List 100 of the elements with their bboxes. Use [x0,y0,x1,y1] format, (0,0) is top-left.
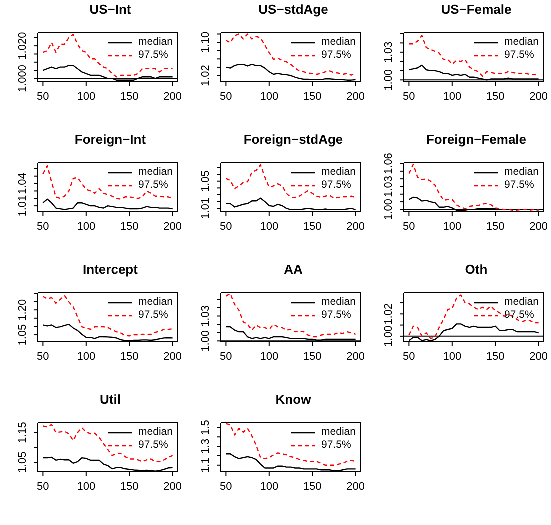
chart-title: AA [283,261,304,279]
y-tick-label: 1.03 [200,306,212,327]
x-tick-label: 50 [37,221,50,233]
x-tick-label: 200 [530,221,548,233]
x-tick-label: 50 [220,481,232,493]
y-tick-label: 1.02 [383,303,395,325]
legend-label: median [138,36,173,49]
x-tick-label: 50 [403,91,416,103]
x-tick-label: 200 [346,91,365,103]
x-tick-label: 50 [220,221,232,233]
y-tick-label: 1.3 [200,438,212,454]
x-tick-label: 100 [260,351,279,363]
x-tick-label: 50 [37,91,50,103]
x-tick-label: 50 [403,221,416,233]
y-tick-label: 1.01 [200,198,212,220]
y-tick-label: 1.15 [17,422,29,444]
x-tick-label: 200 [164,91,182,103]
legend-label: 97.5% [322,439,352,452]
x-tick-label: 150 [120,91,139,103]
x-tick-label: 100 [443,91,462,103]
y-tick-label: 1.05 [17,452,29,474]
y-tick-label: 1.04 [17,173,29,194]
legend-label: median [504,166,539,179]
x-tick-label: 150 [303,221,322,233]
legend-label: median [138,166,173,179]
y-tick-label: 1.00 [383,69,395,91]
legend-label: median [138,426,173,439]
y-tick-label: 1.01 [17,195,29,217]
legend-label: 97.5% [322,309,352,322]
x-tick-label: 100 [260,91,279,103]
legend-label: 97.5% [504,309,534,322]
legend-label: 97.5% [504,49,534,62]
x-tick-label: 200 [530,91,548,103]
chart-title: US−Int [88,1,132,19]
y-tick-label: 1.00 [383,326,395,348]
legend-label: 97.5% [138,309,168,322]
chart-title: Oth [464,261,489,279]
x-tick-label: 200 [346,481,365,493]
chart-title: Util [99,391,122,409]
chart-title: US−stdAge [258,1,330,19]
chart-title: Foreign−Int [74,131,148,149]
x-tick-label: 50 [37,481,50,493]
x-tick-label: 200 [164,221,182,233]
y-tick-label: 1.00 [383,198,395,220]
chart-title: Foreign−Female [425,131,528,149]
y-tick-label: 1.20 [17,299,29,321]
chart-title: Foreign−stdAge [242,131,344,149]
y-tick-label: 1.00 [200,330,212,352]
x-tick-label: 200 [346,351,365,363]
legend-label: 97.5% [504,179,534,192]
x-tick-label: 150 [303,481,322,493]
x-tick-label: 200 [346,221,365,233]
x-tick-label: 200 [164,351,182,363]
x-tick-label: 50 [37,351,50,363]
legend-label: median [504,36,539,49]
x-tick-label: 150 [120,351,139,363]
y-tick-label: 1.02 [200,65,212,86]
x-tick-label: 50 [220,91,232,103]
x-tick-label: 50 [403,351,416,363]
chart-title: Know [274,391,312,409]
legend-label: 97.5% [138,49,168,62]
x-tick-label: 150 [120,221,139,233]
x-tick-label: 100 [77,91,96,103]
x-tick-label: 50 [220,351,232,363]
x-tick-label: 100 [443,221,462,233]
x-tick-label: 200 [530,351,548,363]
y-tick-label: 1.5 [200,420,212,436]
legend-label: 97.5% [138,439,168,452]
chart-title: Intercept [82,261,139,279]
legend-label: median [504,296,539,309]
legend-label: median [322,166,356,179]
legend-label: median [138,296,173,309]
y-tick-label: 1.03 [383,176,395,198]
x-tick-label: 100 [260,481,279,493]
x-tick-label: 100 [260,221,279,233]
y-tick-label: 1.1 [200,458,212,474]
x-tick-label: 100 [77,481,96,493]
y-tick-label: 1.05 [200,170,212,192]
x-tick-label: 100 [77,221,96,233]
x-tick-label: 200 [164,481,182,493]
chart-title: US−Female [440,1,513,19]
x-tick-label: 150 [486,221,505,233]
y-tick-label: 1.10 [200,32,212,54]
y-tick-label: 1.03 [383,42,395,64]
legend-label: median [322,426,356,439]
x-tick-label: 100 [77,351,96,363]
x-tick-label: 150 [120,481,139,493]
x-tick-label: 150 [303,351,322,363]
x-tick-label: 150 [486,351,505,363]
legend-label: 97.5% [322,49,352,62]
x-tick-label: 100 [443,351,462,363]
y-tick-label: 1.06 [383,153,395,174]
y-tick-label: 1.020 [17,32,29,60]
legend-label: median [322,296,356,309]
legend-label: 97.5% [322,179,352,192]
x-tick-label: 150 [486,91,505,103]
x-tick-label: 150 [303,91,322,103]
legend-label: median [322,36,356,49]
legend-label: 97.5% [138,179,168,192]
y-tick-label: 1.05 [17,324,29,346]
